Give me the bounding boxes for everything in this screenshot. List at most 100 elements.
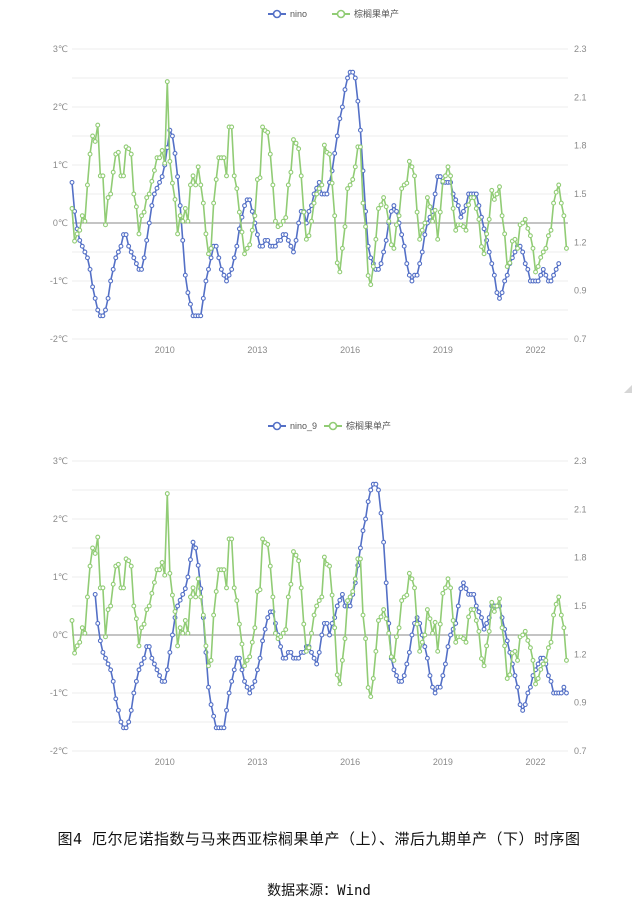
resize-handle-top[interactable]	[624, 380, 632, 393]
data-point	[198, 313, 204, 319]
data-point	[314, 661, 320, 667]
data-point	[378, 510, 384, 516]
data-point	[211, 612, 217, 618]
data-point	[378, 261, 384, 267]
data-point	[100, 649, 106, 655]
data-point	[388, 208, 394, 214]
data-point	[260, 124, 266, 130]
legend: nino_9 棕榈果单产	[268, 420, 391, 431]
data-point	[108, 667, 114, 673]
legend-marker-icon	[272, 421, 282, 431]
data-point	[404, 180, 410, 186]
data-point	[257, 587, 263, 593]
data-point	[399, 232, 405, 238]
data-point	[144, 607, 150, 613]
data-point	[113, 255, 119, 261]
data-point	[502, 278, 508, 284]
data-point	[278, 644, 284, 650]
data-point	[231, 255, 237, 261]
data-point	[185, 218, 191, 224]
data-point	[231, 667, 237, 673]
data-point	[115, 149, 121, 155]
data-point	[556, 182, 562, 188]
chart-top: 3℃ 2℃ 1℃ 0℃ -1℃ -2℃ 2.3 2.1 1.8 1.5 1.2 0.9 0.7 2010 2…	[0, 0, 638, 390]
data-point	[113, 696, 119, 702]
data-point	[198, 594, 204, 600]
data-point	[430, 218, 435, 224]
data-point	[136, 643, 142, 649]
data-point	[108, 278, 114, 284]
data-point	[466, 202, 472, 208]
data-point	[553, 266, 559, 272]
data-point	[484, 231, 490, 237]
data-point	[213, 243, 219, 249]
data-point	[242, 663, 247, 669]
data-point	[435, 236, 441, 242]
legend-item[interactable]: nino	[268, 9, 307, 19]
data-point	[533, 681, 539, 687]
data-point	[406, 272, 412, 278]
series-棕榈果单产	[69, 491, 569, 700]
data-point	[324, 191, 330, 197]
series-line	[71, 71, 560, 317]
data-point	[180, 630, 186, 636]
data-point	[288, 581, 294, 587]
data-point	[512, 249, 518, 255]
data-point	[296, 220, 302, 226]
data-point	[195, 164, 201, 170]
data-point	[182, 272, 188, 278]
data-point	[285, 237, 291, 243]
data-point	[507, 672, 513, 678]
data-point	[123, 725, 129, 731]
data-point	[409, 278, 415, 284]
data-point	[365, 273, 371, 279]
data-point	[105, 661, 111, 667]
data-point	[206, 251, 211, 257]
y-left-tick-label: -1℃	[50, 276, 68, 286]
data-point	[82, 249, 88, 255]
data-point	[489, 187, 495, 193]
data-point	[283, 627, 289, 633]
x-tick-label: 2022	[526, 345, 546, 355]
data-point	[463, 227, 469, 233]
data-point	[291, 549, 296, 555]
data-point	[460, 636, 466, 642]
data-point	[278, 222, 284, 228]
data-point	[146, 644, 152, 650]
data-point	[239, 667, 245, 673]
data-point	[504, 272, 510, 278]
data-point	[139, 625, 144, 631]
data-point	[87, 563, 93, 569]
data-point	[339, 245, 345, 251]
legend-item[interactable]: 棕榈果单产	[324, 420, 391, 431]
legend-item[interactable]: 棕榈果单产	[332, 8, 399, 19]
data-point	[558, 612, 564, 618]
data-point	[265, 237, 271, 243]
data-point	[203, 278, 209, 284]
legend-item[interactable]: nino_9	[268, 421, 317, 431]
data-point	[69, 179, 75, 185]
data-point	[339, 657, 345, 663]
data-point	[146, 603, 152, 609]
data-point	[435, 648, 441, 654]
data-point	[293, 552, 299, 558]
data-point	[272, 630, 278, 636]
data-point	[357, 144, 363, 150]
data-point	[149, 655, 155, 661]
data-point	[265, 615, 271, 621]
data-point	[110, 581, 116, 587]
data-point	[522, 261, 528, 267]
data-point	[177, 203, 183, 209]
data-point	[445, 576, 451, 582]
data-point	[350, 589, 356, 594]
data-point	[265, 541, 271, 547]
data-point	[85, 594, 90, 600]
data-point	[504, 638, 510, 644]
data-point	[169, 592, 175, 598]
data-point	[512, 648, 518, 654]
data-point	[535, 676, 541, 681]
data-point	[316, 598, 322, 604]
data-point	[115, 561, 121, 567]
data-point	[105, 607, 111, 613]
data-point	[190, 585, 196, 591]
